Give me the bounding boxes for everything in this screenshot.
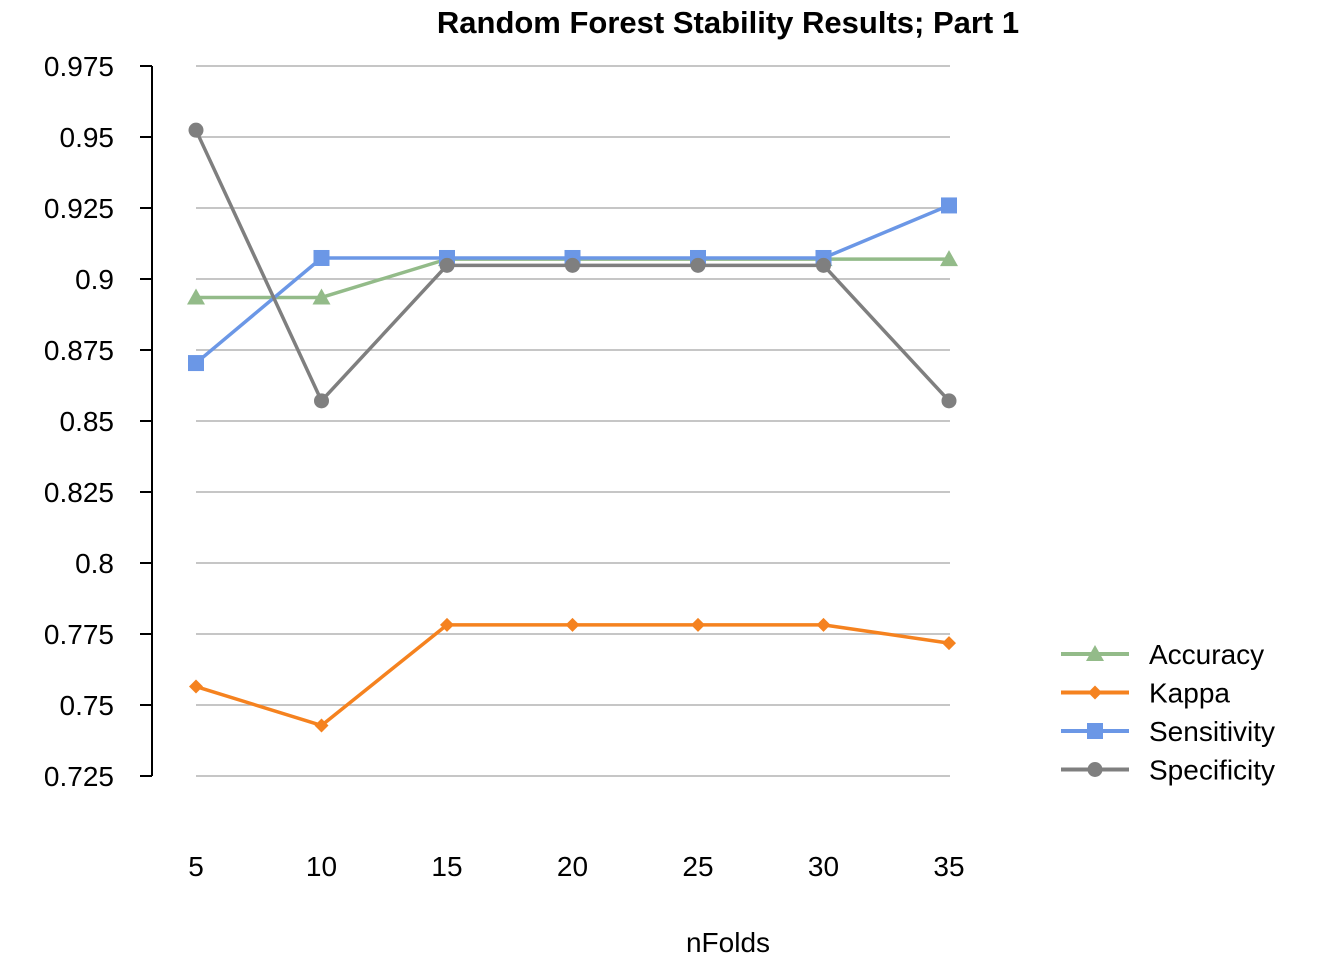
data-point-accuracy xyxy=(940,250,958,267)
legend-item-sensitivity: Sensitivity xyxy=(1061,716,1275,747)
data-point-specificity xyxy=(314,393,329,409)
y-tick-label: 0.9 xyxy=(75,264,114,295)
data-point-kappa xyxy=(942,636,956,651)
series-line-sensitivity xyxy=(194,203,950,365)
data-point-kappa xyxy=(314,718,329,733)
data-point-accuracy xyxy=(187,288,205,305)
legend-label: Accuracy xyxy=(1149,639,1264,670)
data-point-sensitivity xyxy=(313,249,330,266)
x-tick-label: 5 xyxy=(188,851,204,882)
legend-item-accuracy: Accuracy xyxy=(1061,639,1264,670)
x-axis: 5 10 15 20 25 30 35 xyxy=(188,851,964,882)
legend-marker xyxy=(1088,685,1102,700)
data-point-kappa xyxy=(691,617,705,632)
y-axis: 0.725 0.75 0.775 0.8 0.825 0.85 0.875 0.9 0.925 0… xyxy=(44,51,152,792)
x-tick-label: 20 xyxy=(557,851,588,882)
data-point-sensitivity xyxy=(188,355,204,372)
series-specificity xyxy=(188,122,957,409)
x-tick-label: 30 xyxy=(808,851,839,882)
data-point-specificity xyxy=(188,122,204,138)
x-tick-label: 15 xyxy=(431,851,462,882)
data-point-kappa xyxy=(565,617,580,632)
series-kappa xyxy=(189,617,956,733)
legend-item-specificity: Specificity xyxy=(1061,755,1275,786)
legend-marker xyxy=(1086,645,1104,661)
x-tick-label: 10 xyxy=(306,851,337,882)
legend-label: Kappa xyxy=(1149,678,1230,709)
y-tick-label: 0.825 xyxy=(44,477,114,508)
y-tick-label: 0.75 xyxy=(60,690,115,721)
data-point-specificity xyxy=(565,257,580,273)
y-tick-label: 0.775 xyxy=(44,619,114,650)
legend: Accuracy Kappa Sensitivity Specificity xyxy=(1061,639,1275,786)
data-point-kappa xyxy=(440,617,454,632)
legend-marker xyxy=(1087,762,1103,777)
y-tick-label: 0.8 xyxy=(75,548,114,579)
y-tick-label: 0.925 xyxy=(44,193,114,224)
x-tick-label: 35 xyxy=(933,851,964,882)
y-tick-label: 0.975 xyxy=(44,51,114,82)
data-point-specificity xyxy=(439,257,455,273)
y-tick-label: 0.95 xyxy=(60,122,115,153)
data-point-kappa xyxy=(189,679,203,694)
series-group xyxy=(187,122,958,733)
legend-label: Specificity xyxy=(1149,755,1275,786)
x-axis-title: nFolds xyxy=(686,927,770,958)
data-point-specificity xyxy=(690,257,706,273)
x-tick-label: 25 xyxy=(682,851,713,882)
data-point-specificity xyxy=(816,257,831,273)
legend-item-kappa: Kappa xyxy=(1061,678,1230,709)
gridlines xyxy=(196,65,950,777)
series-line-kappa xyxy=(195,623,950,728)
data-point-sensitivity xyxy=(941,197,957,214)
chart-title: Random Forest Stability Results; Part 1 xyxy=(437,5,1019,40)
y-tick-label: 0.875 xyxy=(44,335,114,366)
data-point-accuracy xyxy=(312,288,331,305)
y-tick-label: 0.725 xyxy=(44,761,114,792)
legend-label: Sensitivity xyxy=(1149,716,1275,747)
data-point-specificity xyxy=(941,393,957,409)
y-tick-label: 0.85 xyxy=(60,406,115,437)
data-point-kappa xyxy=(816,617,831,632)
legend-marker xyxy=(1087,723,1103,739)
